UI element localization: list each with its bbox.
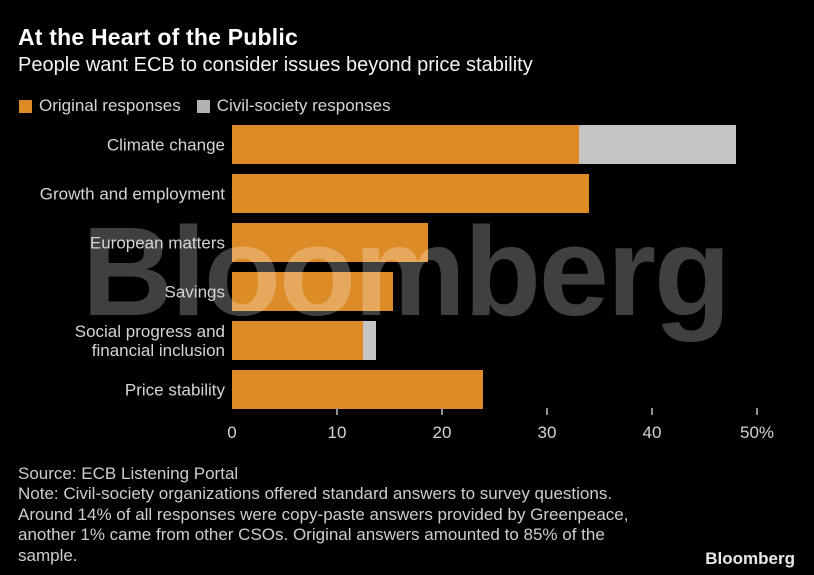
axis-tick-label: 50% — [739, 423, 775, 442]
category-label: Climate change — [106, 135, 225, 154]
bar-row: European matters — [0, 223, 814, 262]
axis-tick — [651, 408, 653, 415]
note-line: sample. — [18, 545, 78, 565]
legend-label: Original responses — [39, 96, 181, 115]
bar-original — [232, 223, 429, 262]
axis-tick — [756, 408, 758, 415]
bar-row: Social progress and financial inclusion — [0, 321, 814, 360]
note-line: another 1% came from other CSOs. Origina… — [18, 525, 605, 545]
axis-tick-label: 20 — [432, 423, 452, 442]
bar-civil-society — [363, 321, 376, 360]
legend-item: Civil-society responses — [196, 96, 391, 116]
note-text: Note: Civil-society organizations offere… — [18, 484, 628, 566]
category-label: Social progress and financial inclusion — [74, 321, 225, 360]
bar-original — [232, 370, 483, 409]
chart-subtitle: People want ECB to consider issues beyon… — [18, 54, 533, 76]
civil-society-swatch-icon — [196, 99, 210, 113]
bar-row: Savings — [0, 272, 814, 311]
axis-tick-label: 10 — [327, 423, 347, 442]
category-label: European matters — [89, 233, 225, 252]
bloomberg-logo: Bloomberg — [705, 549, 795, 568]
legend-item: Original responses — [19, 96, 181, 116]
bar-civil-society — [578, 125, 736, 164]
note-line: Around 14% of all responses were copy-pa… — [18, 504, 629, 524]
axis-tick-label: 30 — [537, 423, 557, 442]
chart-title: At the Heart of the Public — [18, 24, 298, 50]
bar-row: Growth and employment — [0, 174, 814, 213]
source-text: Source: ECB Listening Portal — [18, 464, 239, 483]
bar-original — [232, 321, 364, 360]
axis-tick-label: 0 — [227, 423, 237, 442]
axis-tick — [441, 408, 443, 415]
category-label: Savings — [164, 282, 225, 301]
original-swatch-icon — [19, 99, 32, 113]
category-label: Growth and employment — [39, 184, 225, 203]
chart-footer: Source: ECB Listening Portal Note: Civil… — [18, 464, 628, 566]
category-label: Price stability — [124, 380, 225, 399]
bar-row: Price stability — [0, 370, 814, 409]
bar-original — [232, 174, 589, 213]
axis-tick — [546, 408, 548, 415]
axis-tick — [336, 408, 338, 415]
chart-legend: Original responses Civil-society response… — [19, 96, 391, 116]
axis-tick-label: 40 — [642, 423, 662, 442]
legend-label: Civil-society responses — [216, 96, 391, 115]
note-line: Note: Civil-society organizations offere… — [18, 484, 613, 504]
bar-original — [232, 272, 393, 311]
bar-original — [232, 125, 579, 164]
bar-row: Climate change — [0, 125, 814, 164]
